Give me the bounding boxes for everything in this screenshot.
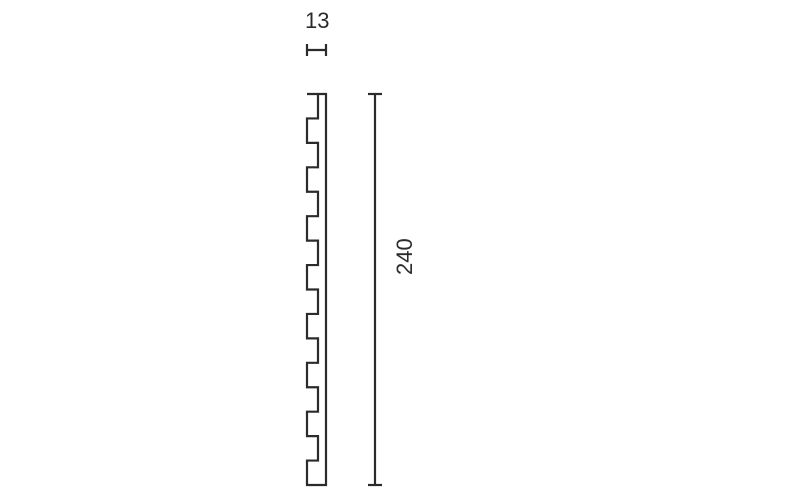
- width-dimension-label: 13: [305, 8, 329, 34]
- diagram-canvas: 13 240: [0, 0, 800, 500]
- height-dimension-label: 240: [392, 238, 418, 275]
